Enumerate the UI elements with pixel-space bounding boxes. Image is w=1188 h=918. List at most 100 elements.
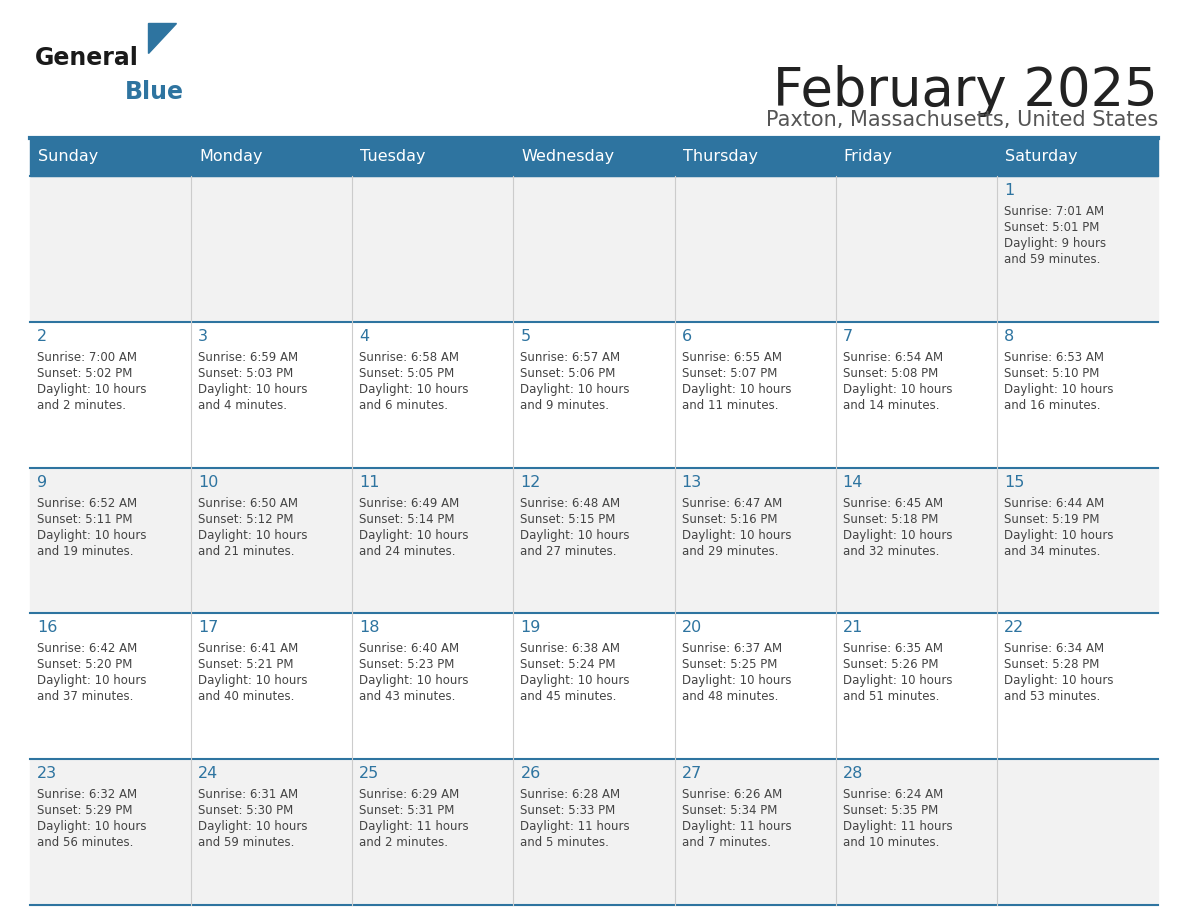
- Text: and 9 minutes.: and 9 minutes.: [520, 398, 609, 412]
- Text: Sunrise: 6:26 AM: Sunrise: 6:26 AM: [682, 789, 782, 801]
- Text: Tuesday: Tuesday: [360, 150, 425, 164]
- Text: Daylight: 10 hours: Daylight: 10 hours: [682, 529, 791, 542]
- Text: Sunrise: 6:44 AM: Sunrise: 6:44 AM: [1004, 497, 1104, 509]
- Text: Sunset: 5:01 PM: Sunset: 5:01 PM: [1004, 221, 1099, 234]
- Text: Daylight: 11 hours: Daylight: 11 hours: [520, 820, 630, 834]
- Text: Daylight: 10 hours: Daylight: 10 hours: [682, 675, 791, 688]
- Text: Daylight: 10 hours: Daylight: 10 hours: [682, 383, 791, 396]
- Text: Daylight: 10 hours: Daylight: 10 hours: [842, 529, 953, 542]
- Text: Daylight: 10 hours: Daylight: 10 hours: [37, 529, 146, 542]
- Text: and 32 minutes.: and 32 minutes.: [842, 544, 939, 557]
- Text: Sunrise: 6:34 AM: Sunrise: 6:34 AM: [1004, 643, 1104, 655]
- Text: Sunset: 5:29 PM: Sunset: 5:29 PM: [37, 804, 133, 817]
- Text: Sunset: 5:23 PM: Sunset: 5:23 PM: [359, 658, 455, 671]
- Text: Sunset: 5:26 PM: Sunset: 5:26 PM: [842, 658, 939, 671]
- Text: Sunset: 5:35 PM: Sunset: 5:35 PM: [842, 804, 939, 817]
- Text: and 2 minutes.: and 2 minutes.: [359, 836, 448, 849]
- Text: Sunrise: 6:35 AM: Sunrise: 6:35 AM: [842, 643, 943, 655]
- Text: Sunrise: 7:00 AM: Sunrise: 7:00 AM: [37, 351, 137, 364]
- Text: and 21 minutes.: and 21 minutes.: [198, 544, 295, 557]
- Text: Sunset: 5:19 PM: Sunset: 5:19 PM: [1004, 512, 1099, 526]
- Text: Sunrise: 6:28 AM: Sunrise: 6:28 AM: [520, 789, 620, 801]
- Text: Daylight: 9 hours: Daylight: 9 hours: [1004, 237, 1106, 250]
- Text: Sunset: 5:14 PM: Sunset: 5:14 PM: [359, 512, 455, 526]
- Text: 20: 20: [682, 621, 702, 635]
- Text: Sunrise: 6:59 AM: Sunrise: 6:59 AM: [198, 351, 298, 364]
- Text: Sunset: 5:28 PM: Sunset: 5:28 PM: [1004, 658, 1099, 671]
- Text: and 2 minutes.: and 2 minutes.: [37, 398, 126, 412]
- Text: 11: 11: [359, 475, 380, 489]
- Text: and 11 minutes.: and 11 minutes.: [682, 398, 778, 412]
- Text: and 24 minutes.: and 24 minutes.: [359, 544, 456, 557]
- Text: Blue: Blue: [125, 80, 184, 104]
- Text: Sunset: 5:30 PM: Sunset: 5:30 PM: [198, 804, 293, 817]
- Text: and 40 minutes.: and 40 minutes.: [198, 690, 295, 703]
- Text: 6: 6: [682, 329, 691, 344]
- Text: Sunrise: 6:24 AM: Sunrise: 6:24 AM: [842, 789, 943, 801]
- Text: Sunrise: 6:53 AM: Sunrise: 6:53 AM: [1004, 351, 1104, 364]
- Text: Daylight: 10 hours: Daylight: 10 hours: [842, 675, 953, 688]
- Text: 17: 17: [198, 621, 219, 635]
- Text: Daylight: 10 hours: Daylight: 10 hours: [520, 383, 630, 396]
- Text: Daylight: 10 hours: Daylight: 10 hours: [198, 383, 308, 396]
- Text: and 6 minutes.: and 6 minutes.: [359, 398, 448, 412]
- Polygon shape: [148, 23, 176, 53]
- Text: and 4 minutes.: and 4 minutes.: [198, 398, 287, 412]
- Text: and 45 minutes.: and 45 minutes.: [520, 690, 617, 703]
- Text: 18: 18: [359, 621, 380, 635]
- Text: 26: 26: [520, 767, 541, 781]
- Text: Sunrise: 6:31 AM: Sunrise: 6:31 AM: [198, 789, 298, 801]
- Text: 5: 5: [520, 329, 531, 344]
- Text: Sunset: 5:15 PM: Sunset: 5:15 PM: [520, 512, 615, 526]
- Text: Sunrise: 6:54 AM: Sunrise: 6:54 AM: [842, 351, 943, 364]
- Text: Daylight: 10 hours: Daylight: 10 hours: [198, 820, 308, 834]
- Text: 3: 3: [198, 329, 208, 344]
- Text: Sunset: 5:02 PM: Sunset: 5:02 PM: [37, 367, 132, 380]
- Text: and 56 minutes.: and 56 minutes.: [37, 836, 133, 849]
- Text: Sunrise: 6:47 AM: Sunrise: 6:47 AM: [682, 497, 782, 509]
- Text: Monday: Monday: [200, 150, 263, 164]
- Text: Thursday: Thursday: [683, 150, 758, 164]
- Text: Sunset: 5:08 PM: Sunset: 5:08 PM: [842, 367, 939, 380]
- Bar: [30, 759, 1158, 905]
- Text: and 51 minutes.: and 51 minutes.: [842, 690, 939, 703]
- Text: Sunrise: 6:41 AM: Sunrise: 6:41 AM: [198, 643, 298, 655]
- Text: Daylight: 10 hours: Daylight: 10 hours: [198, 675, 308, 688]
- Text: 22: 22: [1004, 621, 1024, 635]
- Text: Sunset: 5:34 PM: Sunset: 5:34 PM: [682, 804, 777, 817]
- Text: and 16 minutes.: and 16 minutes.: [1004, 398, 1100, 412]
- Text: 9: 9: [37, 475, 48, 489]
- Text: Daylight: 10 hours: Daylight: 10 hours: [359, 383, 469, 396]
- Text: Sunday: Sunday: [38, 150, 99, 164]
- Text: Daylight: 11 hours: Daylight: 11 hours: [842, 820, 953, 834]
- Text: Sunset: 5:21 PM: Sunset: 5:21 PM: [198, 658, 293, 671]
- Text: 27: 27: [682, 767, 702, 781]
- Text: Paxton, Massachusetts, United States: Paxton, Massachusetts, United States: [766, 110, 1158, 130]
- Text: Daylight: 10 hours: Daylight: 10 hours: [1004, 529, 1113, 542]
- Text: Sunrise: 6:32 AM: Sunrise: 6:32 AM: [37, 789, 137, 801]
- Text: Friday: Friday: [843, 150, 892, 164]
- Text: Sunrise: 7:01 AM: Sunrise: 7:01 AM: [1004, 205, 1104, 218]
- Text: Sunset: 5:11 PM: Sunset: 5:11 PM: [37, 512, 133, 526]
- Text: Daylight: 10 hours: Daylight: 10 hours: [1004, 675, 1113, 688]
- Text: and 37 minutes.: and 37 minutes.: [37, 690, 133, 703]
- Text: Sunset: 5:24 PM: Sunset: 5:24 PM: [520, 658, 615, 671]
- Bar: [30, 138, 1158, 176]
- Text: Sunrise: 6:29 AM: Sunrise: 6:29 AM: [359, 789, 460, 801]
- Text: Daylight: 10 hours: Daylight: 10 hours: [359, 529, 469, 542]
- Text: February 2025: February 2025: [773, 65, 1158, 117]
- Text: 24: 24: [198, 767, 219, 781]
- Text: and 5 minutes.: and 5 minutes.: [520, 836, 609, 849]
- Text: and 48 minutes.: and 48 minutes.: [682, 690, 778, 703]
- Text: 7: 7: [842, 329, 853, 344]
- Text: Daylight: 10 hours: Daylight: 10 hours: [37, 820, 146, 834]
- Text: and 14 minutes.: and 14 minutes.: [842, 398, 940, 412]
- Text: and 59 minutes.: and 59 minutes.: [1004, 253, 1100, 266]
- Bar: [30, 322, 1158, 467]
- Bar: [30, 176, 1158, 322]
- Text: Sunrise: 6:52 AM: Sunrise: 6:52 AM: [37, 497, 137, 509]
- Text: 25: 25: [359, 767, 379, 781]
- Text: Sunrise: 6:55 AM: Sunrise: 6:55 AM: [682, 351, 782, 364]
- Text: Sunset: 5:25 PM: Sunset: 5:25 PM: [682, 658, 777, 671]
- Text: Daylight: 10 hours: Daylight: 10 hours: [520, 529, 630, 542]
